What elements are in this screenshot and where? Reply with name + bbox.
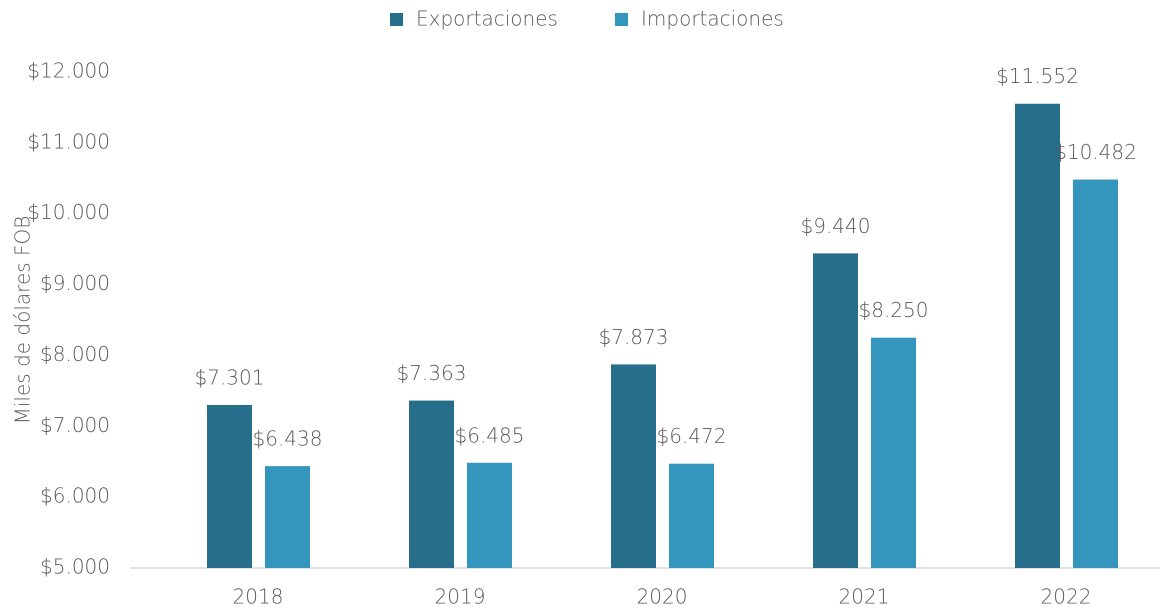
y-tick-label: $9.000 — [40, 271, 110, 295]
y-tick-label: $7.000 — [40, 413, 110, 437]
y-tick-label: $10.000 — [27, 200, 110, 224]
data-label: $9.440 — [801, 214, 871, 238]
y-tick-label: $12.000 — [27, 59, 110, 83]
data-label: $7.301 — [195, 365, 265, 389]
legend-label: Importaciones — [641, 7, 784, 31]
x-tick-label: 2018 — [233, 585, 284, 609]
data-label: $7.873 — [599, 325, 669, 349]
bar — [207, 404, 252, 568]
bar — [467, 462, 512, 568]
y-tick-label: $11.000 — [27, 129, 110, 153]
data-label: $6.438 — [253, 427, 323, 451]
data-label: $6.485 — [455, 423, 525, 447]
x-tick-label: 2019 — [435, 585, 486, 609]
x-tick-label: 2020 — [637, 585, 688, 609]
bar — [1015, 103, 1060, 568]
bar — [813, 253, 858, 568]
y-tick-label: $5.000 — [40, 555, 110, 579]
bar — [1073, 179, 1118, 568]
data-label: $6.472 — [657, 424, 727, 448]
legend-swatch — [615, 13, 628, 26]
y-tick-label: $8.000 — [40, 342, 110, 366]
y-axis-title: Miles de dólares FOB — [11, 216, 35, 425]
bar — [669, 463, 714, 568]
bar — [611, 364, 656, 568]
legend-label: Exportaciones — [416, 7, 558, 31]
data-label: $10.482 — [1054, 140, 1137, 164]
data-label: $11.552 — [996, 64, 1079, 88]
legend-swatch — [390, 13, 403, 26]
data-label: $8.250 — [859, 298, 929, 322]
x-tick-label: 2022 — [1041, 585, 1092, 609]
data-label: $7.363 — [397, 361, 467, 385]
bar — [409, 400, 454, 568]
bar — [265, 466, 310, 568]
x-tick-label: 2021 — [839, 585, 890, 609]
y-tick-label: $6.000 — [40, 484, 110, 508]
bar — [871, 337, 916, 568]
